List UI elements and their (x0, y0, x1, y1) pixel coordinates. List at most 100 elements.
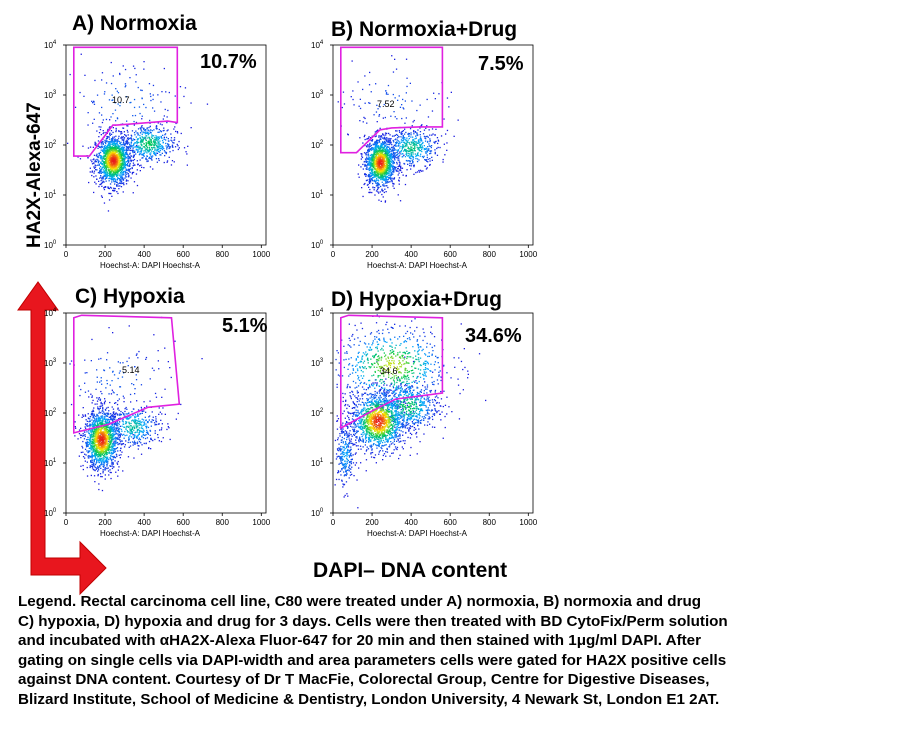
data-point (391, 164, 393, 167)
data-point (113, 173, 115, 175)
data-point (186, 164, 188, 166)
data-point (135, 136, 137, 138)
data-point (91, 412, 93, 415)
data-point (392, 163, 394, 165)
data-point (122, 167, 124, 169)
data-point (110, 418, 112, 421)
gate-polygon (73, 46, 179, 157)
data-point (390, 142, 392, 144)
data-point (396, 154, 398, 156)
data-point (105, 145, 107, 148)
data-point (397, 150, 399, 152)
data-point (389, 156, 391, 158)
data-point (377, 168, 379, 170)
data-point (105, 171, 107, 174)
data-point (383, 140, 386, 143)
data-point (100, 161, 102, 163)
data-point (121, 169, 123, 171)
data-point (150, 425, 152, 427)
data-point (117, 460, 119, 463)
data-point (370, 166, 372, 168)
data-point (137, 445, 139, 447)
data-point (101, 489, 104, 492)
data-point (125, 161, 127, 163)
data-point (379, 176, 381, 178)
data-point (141, 166, 143, 168)
data-point (118, 167, 121, 169)
data-point (372, 174, 374, 176)
data-point (402, 146, 404, 148)
data-point (144, 133, 147, 135)
data-point (130, 138, 133, 140)
data-point (110, 139, 113, 141)
data-point (96, 169, 98, 171)
data-point (112, 141, 114, 143)
data-point (410, 132, 412, 134)
data-point (148, 138, 151, 140)
data-point (378, 192, 380, 194)
data-point (77, 156, 79, 158)
density-dots (337, 46, 459, 203)
data-point (380, 159, 383, 162)
data-point (125, 153, 127, 156)
data-point (134, 443, 136, 445)
data-point (402, 141, 404, 143)
data-point (103, 165, 105, 167)
data-point (434, 134, 436, 136)
data-point (398, 136, 400, 138)
data-point (390, 161, 392, 163)
data-point (101, 415, 103, 417)
data-point (108, 177, 110, 180)
data-point (110, 174, 112, 177)
data-point (373, 164, 375, 166)
data-point (372, 148, 374, 150)
data-point (141, 410, 144, 412)
data-point (122, 191, 124, 193)
data-point (386, 161, 388, 164)
data-point (365, 179, 368, 182)
data-point (117, 427, 119, 429)
data-point (120, 133, 122, 135)
data-point (123, 159, 125, 162)
data-point (364, 138, 366, 141)
data-point (373, 164, 375, 167)
data-point (375, 165, 377, 168)
data-point (382, 168, 384, 170)
data-point (109, 175, 112, 178)
data-point (107, 187, 109, 189)
data-point (367, 137, 370, 139)
data-point (124, 177, 126, 179)
data-point (87, 450, 90, 452)
data-point (111, 156, 113, 159)
data-point (129, 164, 131, 166)
data-point (114, 173, 116, 176)
data-point (123, 144, 125, 146)
data-point (153, 144, 155, 147)
data-point (142, 154, 145, 157)
data-point (392, 170, 394, 172)
data-point (105, 142, 107, 145)
data-point (372, 162, 374, 165)
data-point (93, 455, 96, 457)
data-point (127, 168, 129, 171)
data-point (125, 145, 127, 148)
data-point (160, 419, 162, 421)
data-point (98, 171, 101, 173)
data-point (110, 417, 112, 420)
data-point (101, 383, 103, 385)
data-point (155, 138, 157, 140)
data-point (116, 403, 119, 406)
data-point (376, 184, 379, 187)
data-point (176, 132, 179, 134)
gate-polygon (339, 46, 444, 154)
data-point (159, 154, 161, 156)
data-point (402, 98, 404, 101)
data-point (378, 115, 380, 117)
data-point (116, 463, 119, 465)
data-point (371, 155, 373, 157)
data-point (91, 465, 93, 468)
data-point (145, 411, 147, 413)
data-point (108, 166, 110, 169)
data-point (157, 131, 159, 133)
data-point (409, 164, 411, 167)
